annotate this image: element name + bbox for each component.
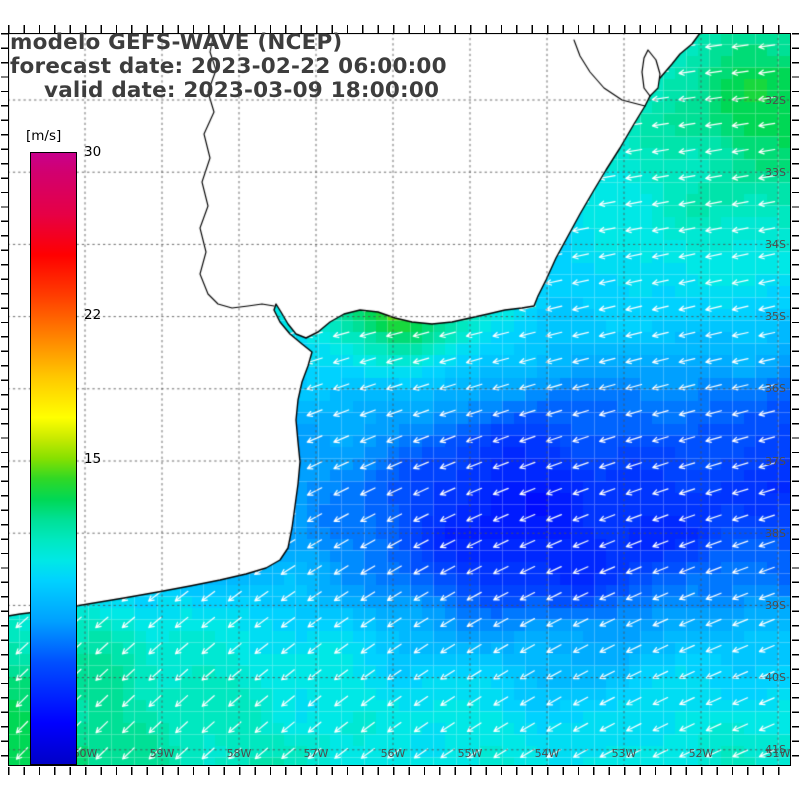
lat-label: 36S — [765, 382, 786, 396]
lat-label: 41S — [765, 743, 786, 757]
valid-date-label: valid date: 2023-03-09 18:00:00 — [44, 78, 440, 103]
map-canvas — [8, 33, 791, 766]
lon-label: 58W — [226, 747, 252, 760]
lat-label: 34S — [765, 237, 786, 251]
lat-label: 40S — [765, 671, 786, 685]
colorbar-unit-label: [m/s] — [26, 128, 62, 144]
lat-label: 37S — [765, 454, 786, 468]
lon-label: 60W — [72, 747, 98, 760]
lat-label: 32S — [765, 93, 786, 107]
lon-label: 55W — [457, 747, 483, 760]
colorbar-tick-label: 30 — [84, 144, 102, 160]
lat-label: 33S — [765, 165, 786, 179]
lon-label: 54W — [534, 747, 560, 760]
lon-label: 52W — [688, 747, 714, 760]
axis-ticks-right — [792, 33, 799, 766]
lat-label: 35S — [765, 310, 786, 324]
axis-ticks-top — [8, 25, 791, 33]
model-title: modelo GEFS-WAVE (NCEP) — [10, 30, 343, 55]
lat-label: 39S — [765, 598, 786, 612]
lon-label: 53W — [611, 747, 637, 760]
axis-ticks-bottom — [8, 767, 791, 775]
colorbar-tick-label: 22 — [84, 307, 102, 324]
lon-label: 56W — [380, 747, 406, 760]
lon-label: 57W — [303, 747, 329, 760]
forecast-date-label: forecast date: 2023-02-22 06:00:00 — [10, 54, 447, 79]
lat-label: 38S — [765, 526, 786, 540]
colorbar-tick-label: 15 — [84, 450, 102, 467]
axis-ticks-left — [1, 33, 8, 766]
lon-label: 59W — [149, 747, 175, 760]
colorbar — [30, 152, 77, 765]
lon-label: 51W — [765, 747, 791, 760]
